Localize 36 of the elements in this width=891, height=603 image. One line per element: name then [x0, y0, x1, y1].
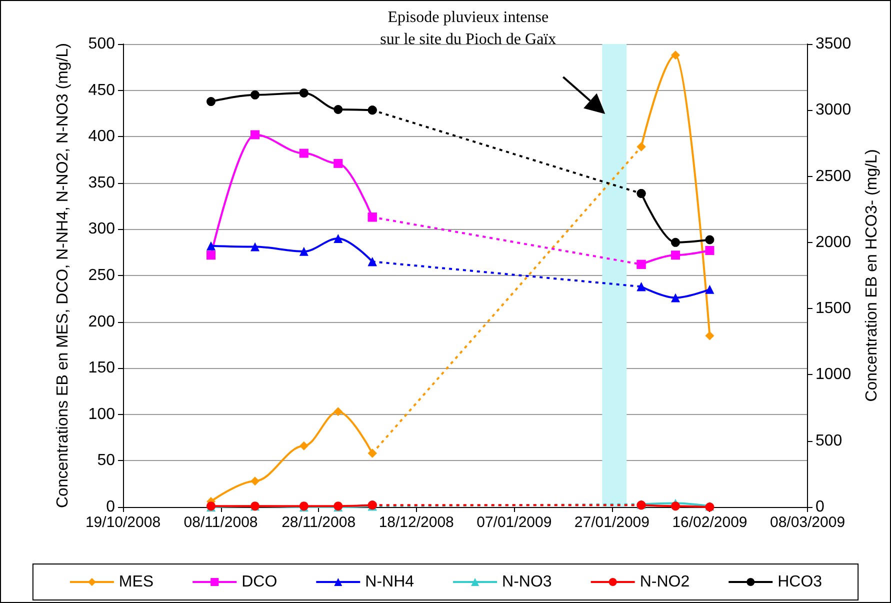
x-tick-label: 07/01/2009 [476, 514, 552, 531]
y-tick-label: 50 [97, 452, 116, 470]
legend-label: DCO [242, 574, 278, 590]
y-tick-label: 250 [88, 267, 116, 284]
y2-tick-label: 3000 [816, 102, 852, 119]
x-tick-label: 19/10/2008 [85, 514, 161, 531]
legend-label: MES [118, 574, 154, 590]
legend-label: N-NH4 [365, 574, 414, 590]
y2-tick-label: 3500 [816, 36, 852, 52]
y-tick-label: 150 [88, 360, 116, 377]
y2-tick-label: 500 [816, 432, 842, 450]
x-tick-label: 08/11/2008 [184, 514, 258, 531]
y2-tick-label: 1500 [816, 300, 852, 318]
x-tick-label: 16/02/2009 [672, 514, 748, 531]
y-tick-label: 500 [88, 36, 116, 52]
y2-tick-label: 1000 [816, 366, 852, 384]
y2-tick-label: 2000 [816, 234, 852, 251]
legend-label: HCO3 [778, 574, 822, 590]
y-axis-title: Concentrations EB en MES, DCO, N-NH4, N-NO2, N-NO3 (mg/L) [54, 42, 72, 508]
y-tick-label: 350 [88, 174, 116, 192]
legend-label: N-NO3 [502, 574, 552, 590]
x-tick-label: 27/01/2009 [574, 514, 650, 531]
x-tick-label: 08/03/2009 [770, 514, 846, 531]
y-tick-label: 0 [106, 498, 116, 516]
legend-label: N-NO2 [640, 574, 690, 590]
y-tick-label: 400 [88, 128, 116, 146]
y2-tick-label: 0 [816, 498, 825, 516]
y2-axis-title: Concentration EB en HCO3- (mg/L) [864, 149, 880, 402]
x-tick-label: 18/12/2008 [378, 514, 454, 531]
x-tick-label: 28/11/2008 [282, 514, 356, 531]
y-tick-label: 100 [88, 406, 116, 423]
y-tick-label: 450 [88, 82, 116, 99]
y-tick-label: 200 [88, 313, 116, 330]
y-tick-label: 300 [88, 220, 116, 238]
annotation: Episode pluvieux intense sur le site du Pioch de Gaïx [379, 8, 558, 50]
y2-tick-label: 2500 [816, 168, 852, 185]
